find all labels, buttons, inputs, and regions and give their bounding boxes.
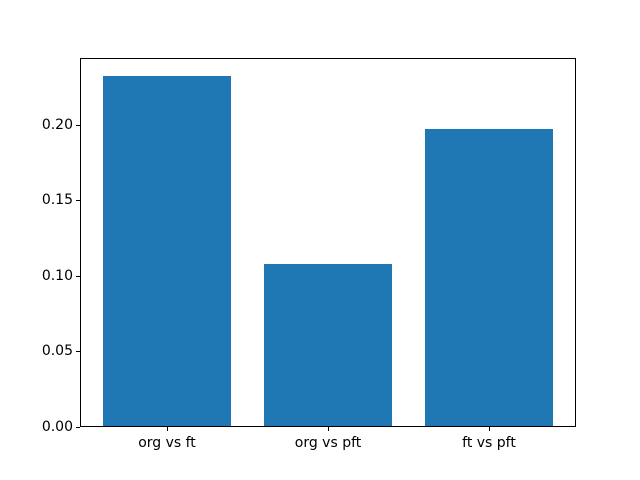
x-tick-label: org vs ft xyxy=(138,435,196,451)
y-tick-label: 0.10 xyxy=(41,267,73,284)
x-tick-mark xyxy=(167,427,168,431)
y-tick-mark xyxy=(76,351,80,353)
y-tick-mark xyxy=(76,275,80,277)
x-tick-label: ft vs pft xyxy=(462,435,516,451)
y-tick-mark xyxy=(76,200,80,202)
y-tick-label: 0.00 xyxy=(41,419,73,435)
y-tick-label: 0.15 xyxy=(41,192,73,209)
bar-2 xyxy=(263,263,393,427)
y-tick-mark xyxy=(76,427,80,428)
y-tick-label: 0.20 xyxy=(41,116,73,133)
bar-1 xyxy=(102,76,232,427)
x-tick-label: org vs pft xyxy=(294,435,362,451)
x-tick-mark xyxy=(328,427,329,431)
y-tick-mark xyxy=(76,124,80,126)
y-tick-label: 0.05 xyxy=(41,343,73,360)
x-tick-mark xyxy=(489,427,490,431)
bar-3 xyxy=(424,129,554,427)
